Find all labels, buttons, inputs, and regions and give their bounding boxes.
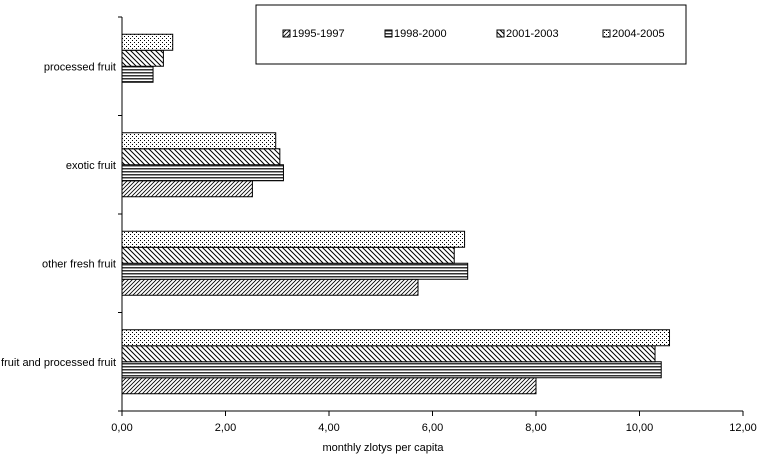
category-label: processed fruit [44,61,116,73]
x-tick-label: 8,00 [525,422,546,434]
category-label: other fresh fruit [42,258,116,270]
legend-swatch-0 [282,29,291,38]
x-tick-label: 4,00 [318,422,339,434]
bar-2-3 [121,230,466,248]
legend-label-1: 1998-2000 [394,28,447,40]
bar-1-3 [121,132,277,150]
bar-2-0 [121,278,419,296]
legend-label-0: 1995-1997 [292,28,345,40]
x-tick-label: 10,00 [626,422,654,434]
axes-layer [118,16,744,416]
category-label: exotic fruit [66,160,116,172]
category-label: fruit and processed fruit [1,357,116,369]
bar-2-1 [121,262,469,280]
bar-3-0 [121,377,537,395]
x-tick-label: 2,00 [215,422,236,434]
legend-label-2: 2001-2003 [506,28,559,40]
bar-0-3 [121,33,174,51]
legend-box [255,4,687,65]
bar-1-2 [121,148,281,166]
category-labels: processed fruit exotic fruit other fresh f… [1,61,116,369]
bar-0-1 [121,65,154,83]
legend-label-3: 2004-2005 [612,28,665,40]
legend-swatch-1 [384,29,393,38]
x-tick-label: 12,00 [729,422,757,434]
bar-2-2 [121,246,455,264]
x-tick-label: 6,00 [422,422,443,434]
bars-layer [121,33,671,395]
x-tick-labels: 0,00 2,00 4,00 6,00 8,00 10,00 12,00 [111,422,756,434]
bar-1-0 [121,180,253,198]
legend: 1995-1997 1998-2000 2001-2003 2004-2005 [255,4,687,65]
legend-swatch-2 [496,29,505,38]
bar-0-2 [121,49,164,67]
bar-3-2 [121,345,656,363]
legend-swatch-3 [602,29,611,38]
x-tick-label: 0,00 [111,422,132,434]
bar-1-1 [121,164,284,182]
bar-3-1 [121,361,662,379]
bar-3-3 [121,329,671,347]
x-axis-title: monthly zlotys per capita [322,442,444,454]
